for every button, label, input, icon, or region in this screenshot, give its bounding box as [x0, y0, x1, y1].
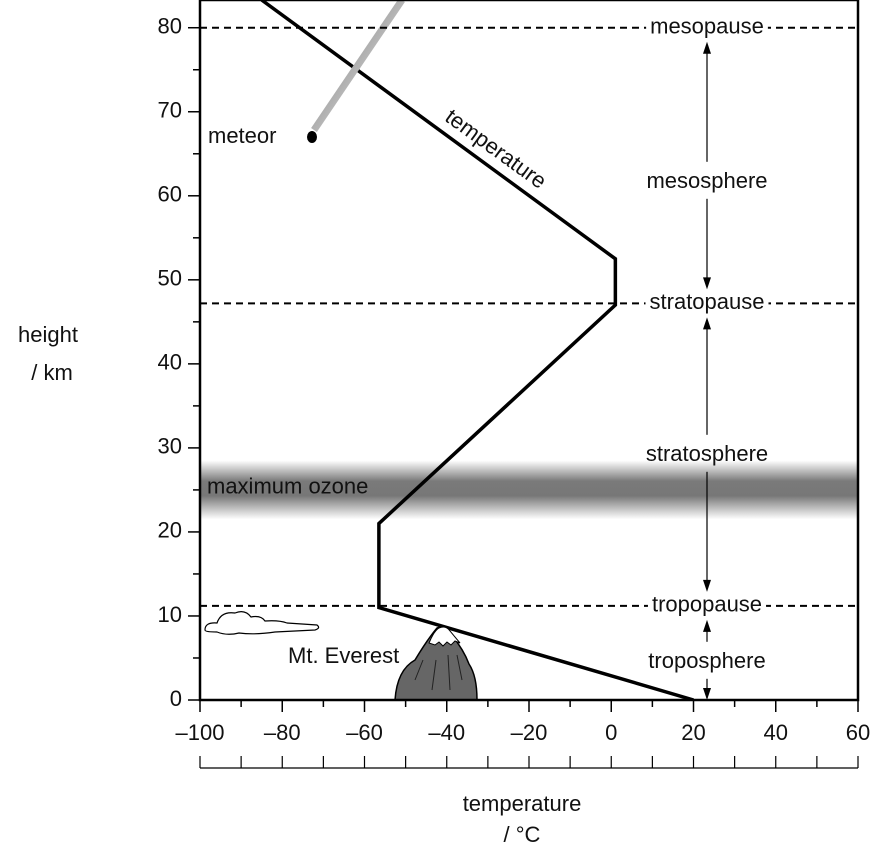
reference-label: tropopause: [652, 592, 762, 617]
x-tick-label: –20: [511, 720, 548, 745]
mountain: [394, 625, 478, 701]
y-tick-label: 10: [158, 602, 182, 627]
arrow-head: [703, 277, 711, 290]
layer-label: stratosphere: [646, 441, 768, 466]
meteor-streak: [307, 0, 405, 143]
y-axis-label: height: [18, 322, 78, 347]
y-tick-label: 0: [170, 686, 182, 711]
reference-label: stratopause: [650, 289, 765, 314]
cloud: [204, 611, 320, 635]
x-tick-label: –80: [264, 720, 301, 745]
arrow-head: [703, 619, 711, 632]
annotation: Mt. Everest: [288, 643, 399, 668]
x-axis-label: temperature: [463, 791, 582, 816]
y-tick-label: 60: [158, 182, 182, 207]
ozone-label: maximum ozone: [207, 474, 368, 499]
label-bg: [646, 13, 768, 39]
y-tick-label: 40: [158, 350, 182, 375]
reference-label: mesopause: [650, 14, 764, 39]
arrow-head: [703, 317, 711, 330]
y-tick-label: 70: [158, 98, 182, 123]
annotation: meteor: [208, 123, 276, 148]
x-axis-label: / °C: [504, 822, 541, 847]
x-tick-label: 20: [681, 720, 705, 745]
y-tick-label: 20: [158, 518, 182, 543]
x-tick-label: 0: [605, 720, 617, 745]
line-label: temperature: [441, 104, 552, 194]
label-bg: [645, 289, 769, 315]
label-bg: [647, 591, 767, 617]
x-tick-label: 60: [846, 720, 870, 745]
x-tick-label: 40: [764, 720, 788, 745]
temperature-line: [260, 0, 694, 700]
layer-label: troposphere: [648, 648, 765, 673]
x-tick-label: –40: [428, 720, 465, 745]
y-tick-label: 80: [158, 14, 182, 39]
y-axis-label: / km: [31, 360, 73, 385]
y-tick-label: 30: [158, 434, 182, 459]
arrow-head: [703, 688, 711, 700]
arrow-head: [703, 579, 711, 592]
layer-label: mesosphere: [646, 168, 767, 193]
x-tick-label: –60: [346, 720, 383, 745]
y-tick-label: 50: [158, 266, 182, 291]
arrow-head: [703, 41, 711, 54]
ozone-band: [200, 460, 858, 520]
x-tick-label: –100: [176, 720, 225, 745]
